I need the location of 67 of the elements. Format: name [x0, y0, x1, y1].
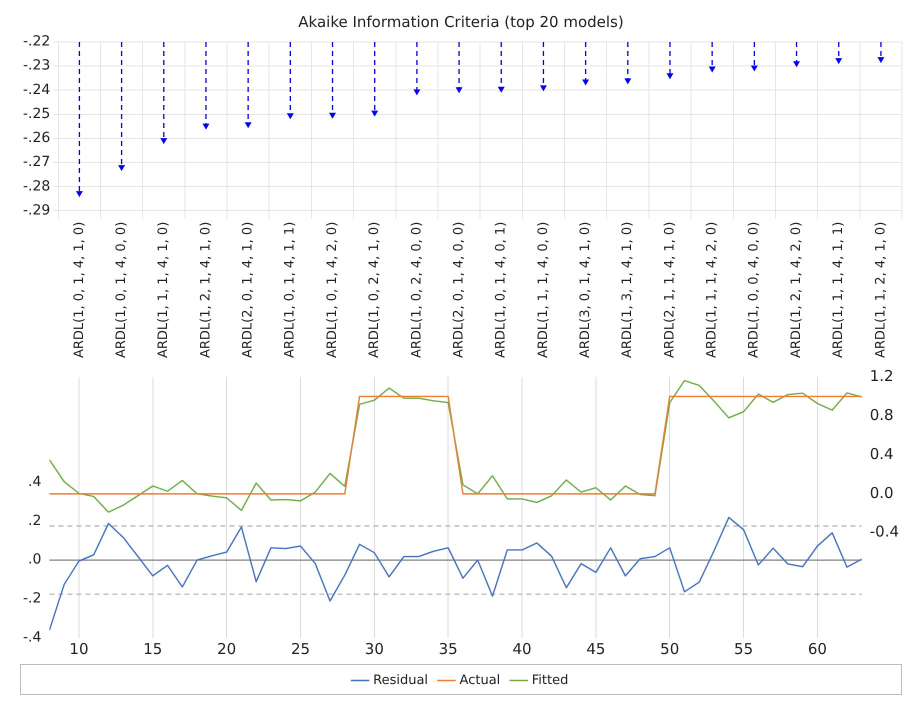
y-tick-label: -.4 — [22, 630, 42, 646]
x-tick-label: ARDL(1, 0, 1, 4, 1, 0) — [72, 222, 87, 358]
point — [160, 138, 168, 144]
point — [244, 122, 252, 128]
y2-tick-label: -0.4 — [870, 522, 900, 541]
x-tick-label: ARDL(3, 0, 1, 4, 1, 0) — [578, 222, 593, 358]
x-tick-label: 55 — [734, 640, 754, 658]
x-tick-label: 25 — [290, 640, 310, 658]
legend-label: Residual — [373, 672, 428, 688]
x-tick-label: ARDL(1, 0, 0, 4, 0, 0) — [746, 222, 762, 358]
point — [750, 66, 758, 72]
x-tick-label: ARDL(2, 0, 1, 4, 1, 0) — [240, 222, 256, 358]
x-tick-label: 20 — [217, 640, 236, 658]
y2-tick-label: 1.2 — [870, 366, 894, 385]
y-tick-label: -.23 — [22, 58, 50, 74]
x-tick-label: ARDL(1, 0, 1, 4, 1, 1) — [282, 222, 298, 358]
y-tick-label: -.25 — [22, 106, 50, 122]
x-tick-label: ARDL(2, 0, 1, 4, 0, 0) — [451, 222, 466, 358]
x-tick-label: 50 — [660, 640, 680, 658]
point — [793, 61, 800, 68]
y-tick-label: -.27 — [22, 154, 50, 170]
x-tick-label: 15 — [143, 640, 162, 658]
point — [202, 124, 210, 130]
y-tick-label: -.28 — [22, 178, 50, 194]
x-tick-label: ARDL(1, 2, 1, 4, 2, 0) — [788, 222, 804, 358]
x-tick-label: ARDL(1, 1, 1, 4, 1, 1) — [831, 222, 846, 358]
point — [456, 87, 463, 94]
y2-tick-label: 0.8 — [870, 406, 894, 424]
x-tick-label: 60 — [808, 640, 827, 658]
x-tick-label: 10 — [69, 640, 88, 658]
point — [708, 66, 716, 73]
point — [540, 85, 547, 92]
x-tick-label: 35 — [438, 640, 458, 658]
x-tick-label: ARDL(1, 1, 1, 4, 2, 0) — [704, 222, 720, 358]
y-tick-label: -.2 — [22, 590, 42, 607]
x-tick-label: ARDL(1, 2, 1, 4, 1, 0) — [198, 222, 214, 358]
y-tick-label: -.29 — [22, 202, 50, 218]
x-tick-label: ARDL(1, 0, 2, 4, 0, 0) — [409, 222, 424, 358]
point — [371, 110, 378, 117]
y-tick-label: .4 — [28, 474, 42, 490]
y-tick-label: .0 — [28, 552, 42, 568]
y-tick-label: -.22 — [22, 34, 50, 50]
legend-label: Actual — [460, 672, 500, 688]
point — [76, 191, 83, 198]
y-tick-label: -.24 — [22, 82, 50, 98]
chart-title: Akaike Information Criteria (top 20 models) — [298, 12, 624, 31]
y2-tick-label: 0.0 — [870, 484, 894, 502]
point — [835, 58, 842, 64]
legend-label: Fitted — [532, 672, 568, 688]
x-tick-label: ARDL(1, 1, 1, 4, 0, 0) — [536, 222, 551, 358]
point — [118, 165, 126, 172]
x-tick-label: ARDL(1, 1, 2, 4, 1, 0) — [873, 222, 888, 358]
x-tick-label: ARDL(1, 1, 1, 4, 1, 0) — [156, 222, 172, 358]
x-tick-label: ARDL(1, 0, 1, 4, 2, 0) — [324, 222, 340, 358]
x-tick-label: 30 — [364, 640, 384, 658]
x-tick-label: 45 — [586, 640, 606, 658]
x-tick-label: 40 — [512, 640, 532, 658]
y-tick-label: -.26 — [22, 130, 50, 146]
point — [666, 73, 674, 80]
y-tick-label: .2 — [28, 512, 42, 529]
x-tick-label: ARDL(1, 0, 1, 4, 0, 1) — [494, 222, 509, 358]
x-tick-label: ARDL(2, 1, 1, 4, 1, 0) — [662, 222, 678, 358]
x-tick-label: ARDL(1, 0, 2, 4, 1, 0) — [367, 222, 382, 358]
x-tick-label: ARDL(1, 3, 1, 4, 1, 0) — [620, 222, 636, 358]
x-tick-label: ARDL(1, 0, 1, 4, 0, 0) — [114, 222, 129, 358]
point — [877, 57, 884, 64]
y2-tick-label: 0.4 — [870, 444, 894, 463]
